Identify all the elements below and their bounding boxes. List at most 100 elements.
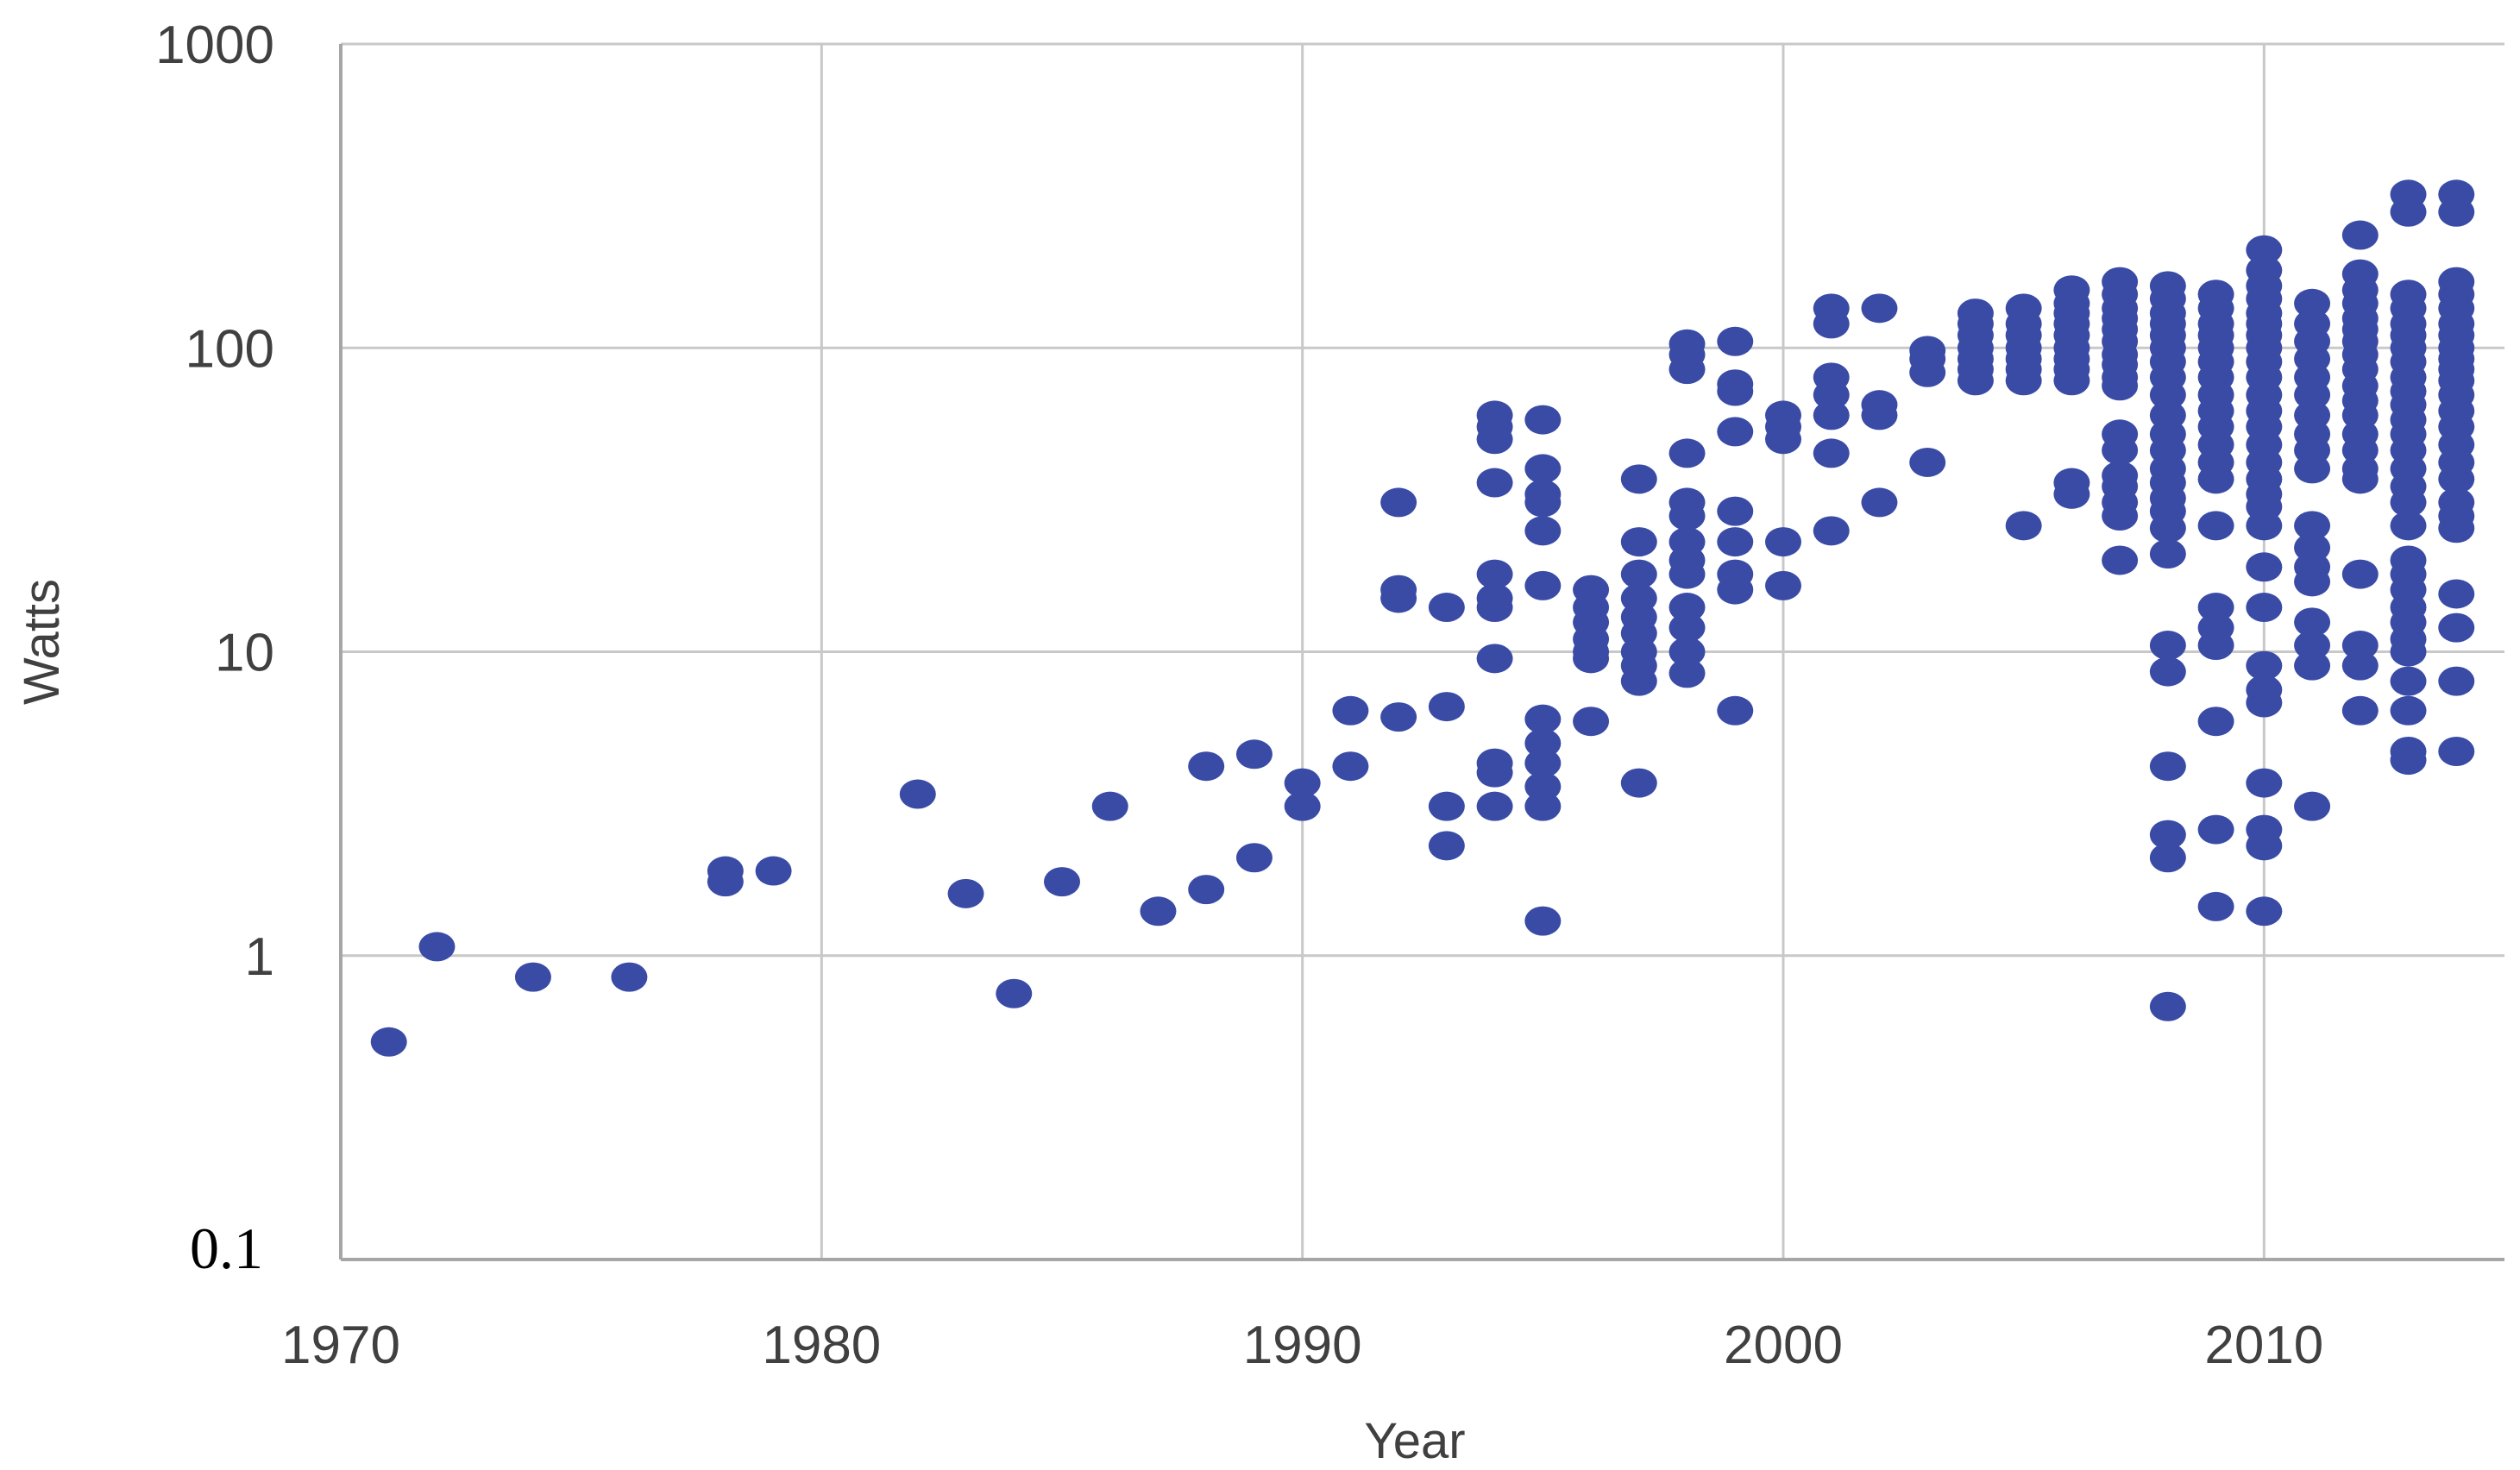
data-point xyxy=(1284,768,1321,798)
data-point xyxy=(1091,791,1128,821)
data-point xyxy=(2390,745,2427,776)
data-point xyxy=(1428,593,1465,623)
data-point xyxy=(1428,692,1465,722)
data-point xyxy=(1668,658,1706,688)
data-point xyxy=(1524,791,1562,821)
data-point xyxy=(2246,235,2283,265)
data-point xyxy=(2294,511,2331,541)
data-point xyxy=(1668,612,1706,643)
data-point xyxy=(2390,487,2427,518)
data-point xyxy=(1476,559,1513,589)
data-point xyxy=(1620,559,1657,589)
data-point xyxy=(1717,417,1754,447)
data-point xyxy=(1717,695,1754,726)
x-tick-label-1980: 1980 xyxy=(762,1316,881,1375)
data-point xyxy=(2197,511,2234,541)
data-point xyxy=(2149,513,2186,543)
data-point xyxy=(1717,496,1754,526)
data-point xyxy=(418,932,456,962)
data-point xyxy=(514,962,551,992)
data-point xyxy=(2438,579,2475,609)
y-tick-label-100: 100 xyxy=(185,319,274,379)
data-point xyxy=(2341,464,2379,494)
data-point xyxy=(1668,500,1706,531)
data-point xyxy=(1668,438,1706,468)
x-tick-label-2010: 2010 xyxy=(2204,1316,2323,1375)
data-point xyxy=(2294,791,2331,821)
y-tick-label-1000: 1000 xyxy=(155,16,274,75)
data-point xyxy=(1380,487,1417,518)
data-point xyxy=(1476,644,1513,674)
data-point xyxy=(1235,843,1273,873)
data-points xyxy=(370,179,2475,1057)
data-point xyxy=(1957,366,1994,396)
data-point xyxy=(2102,436,2139,466)
x-tick-label-1970: 1970 xyxy=(281,1316,400,1375)
data-point xyxy=(2197,464,2234,494)
data-point xyxy=(1476,757,1513,788)
data-point xyxy=(2294,567,2331,597)
x-tick-label-2000: 2000 xyxy=(1724,1316,1843,1375)
data-point xyxy=(1428,791,1465,821)
data-point xyxy=(1524,405,1562,435)
data-point xyxy=(1620,527,1657,557)
data-point xyxy=(1717,376,1754,406)
data-point xyxy=(2053,479,2090,509)
data-point xyxy=(2246,552,2283,582)
y-tick-label-10: 10 xyxy=(215,624,274,683)
data-point xyxy=(1765,570,1801,600)
data-point xyxy=(370,1027,407,1057)
data-point xyxy=(1765,424,1801,455)
data-point xyxy=(1235,739,1273,770)
x-tick-labels: 1970 1980 1990 2000 2010 xyxy=(281,1316,2323,1375)
data-point xyxy=(1428,831,1465,861)
data-point xyxy=(1620,666,1657,696)
data-point xyxy=(2005,366,2042,396)
data-point xyxy=(1476,424,1513,455)
data-point xyxy=(2102,371,2139,401)
data-point xyxy=(996,978,1033,1008)
data-point xyxy=(1813,438,1850,468)
data-point xyxy=(2341,650,2379,681)
x-axis-label: Year xyxy=(1364,1413,1465,1469)
data-point xyxy=(2341,631,2379,661)
data-point xyxy=(2149,538,2186,569)
data-point xyxy=(2438,464,2475,494)
data-point xyxy=(2149,631,2186,661)
data-point xyxy=(1861,400,1898,430)
data-point xyxy=(2438,513,2475,543)
data-point xyxy=(947,878,984,908)
data-point xyxy=(1813,309,1850,339)
data-point xyxy=(1476,593,1513,623)
data-point xyxy=(1476,468,1513,498)
data-point xyxy=(2246,593,2283,623)
x-tick-label-1990: 1990 xyxy=(1243,1316,1362,1375)
y-tick-labels: 1000 100 10 1 0.1 xyxy=(155,16,274,1281)
data-point xyxy=(2246,896,2283,927)
data-point xyxy=(1332,751,1369,782)
data-point xyxy=(1524,906,1562,936)
data-point xyxy=(2197,593,2234,623)
data-point xyxy=(611,962,648,992)
data-point xyxy=(707,856,744,886)
data-point xyxy=(1717,575,1754,605)
data-point xyxy=(2102,500,2139,531)
data-point xyxy=(1524,704,1562,734)
data-point xyxy=(2102,545,2139,575)
data-point xyxy=(2390,666,2427,696)
data-point xyxy=(1476,791,1513,821)
data-point xyxy=(1909,447,1946,477)
data-point xyxy=(2438,666,2475,696)
data-point xyxy=(1765,527,1801,557)
data-point xyxy=(1573,644,1610,674)
data-point xyxy=(2390,197,2427,227)
data-point xyxy=(2149,656,2186,687)
data-point xyxy=(1044,867,1080,897)
data-point xyxy=(1332,695,1369,726)
data-point xyxy=(2294,288,2331,318)
data-point xyxy=(2149,820,2186,850)
data-point xyxy=(2438,737,2475,767)
data-point xyxy=(2005,511,2042,541)
data-point xyxy=(2438,197,2475,227)
